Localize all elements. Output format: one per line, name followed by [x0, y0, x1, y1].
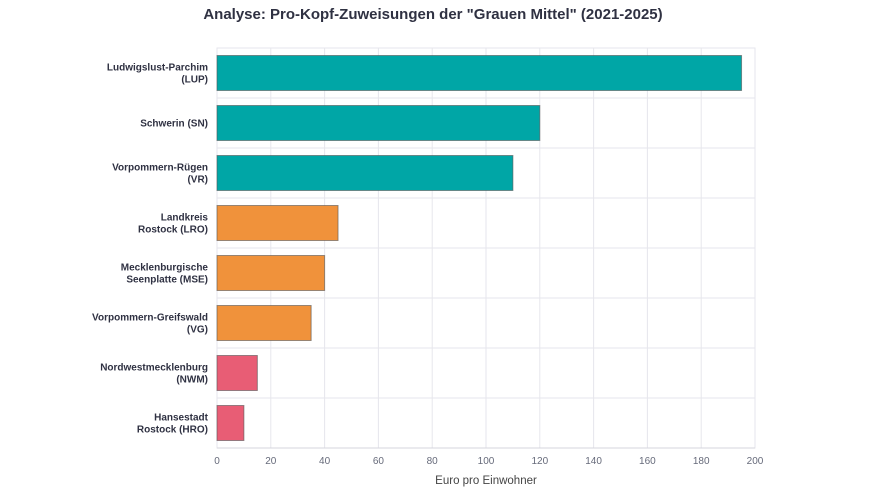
- x-tick-label: 20: [265, 456, 277, 467]
- y-tick-label: Schwerin (SN): [140, 119, 208, 130]
- bar[interactable]: [216, 355, 258, 391]
- x-tick-label: 140: [585, 456, 602, 467]
- bar[interactable]: [216, 305, 312, 341]
- y-tick-label: Mecklenburgische Seenplatte (MSE): [121, 263, 209, 286]
- bar[interactable]: [216, 255, 326, 291]
- x-tick-label: 80: [427, 456, 439, 467]
- bar[interactable]: [216, 405, 245, 441]
- y-tick-label: Ludwigslust-Parchim (LUP): [107, 63, 208, 86]
- x-tick-label: 200: [747, 456, 764, 467]
- bar[interactable]: [216, 55, 743, 91]
- bar[interactable]: [216, 155, 514, 191]
- x-tick-label: 0: [214, 456, 220, 467]
- chart-title: Analyse: Pro-Kopf-Zuweisungen der "Graue…: [203, 6, 662, 23]
- x-axis-label: Euro pro Einwohner: [435, 475, 537, 487]
- y-tick-label: Vorpommern-Rügen (VR): [112, 163, 208, 186]
- bar[interactable]: [216, 205, 339, 241]
- y-tick-label: Nordwestmecklenburg (NWM): [100, 363, 208, 386]
- y-tick-label: Vorpommern-Greifswald (VG): [92, 313, 208, 336]
- y-tick-label: Hansestadt Rostock (HRO): [137, 413, 209, 436]
- x-tick-label: 180: [693, 456, 710, 467]
- x-tick-label: 100: [478, 456, 495, 467]
- x-tick-label: 160: [639, 456, 656, 467]
- y-tick-label: Landkreis Rostock (LRO): [138, 213, 208, 236]
- bar[interactable]: [216, 105, 541, 141]
- x-tick-label: 60: [373, 456, 385, 467]
- x-tick-label: 120: [531, 456, 548, 467]
- x-tick-label: 40: [319, 456, 331, 467]
